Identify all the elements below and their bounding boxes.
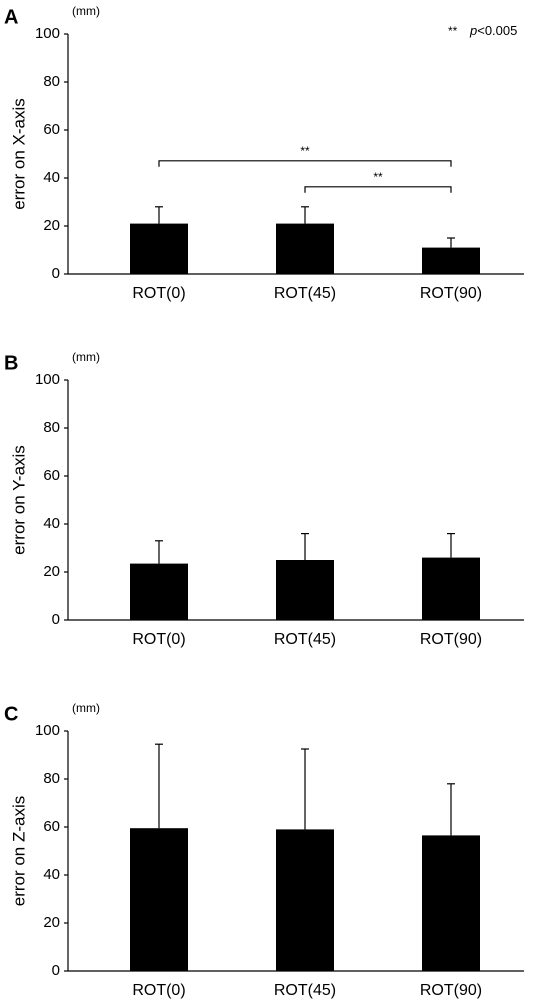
x-tick-label: ROT(90) [420, 631, 482, 648]
y-tick-label: 100 [35, 722, 60, 739]
y-tick-label: 0 [52, 611, 60, 628]
significance-label: ** [373, 170, 383, 184]
significance-bracket [304, 186, 452, 193]
panel-label: B [4, 352, 18, 374]
y-axis-label: error on Y-axis [9, 445, 28, 555]
y-axis-label: error on X-axis [9, 98, 28, 209]
bar [130, 223, 188, 274]
unit-label: (mm) [72, 350, 100, 364]
p-symbol: p [469, 23, 477, 38]
y-tick-label: 0 [52, 962, 60, 979]
y-tick-label: 40 [43, 515, 60, 532]
x-tick-label: ROT(45) [274, 982, 336, 999]
x-tick-label: ROT(90) [420, 982, 482, 999]
x-tick-label: ROT(45) [274, 285, 336, 302]
unit-label: (mm) [72, 4, 100, 18]
y-tick-label: 40 [43, 866, 60, 883]
y-tick-label: 40 [43, 169, 60, 186]
y-tick-label: 20 [43, 914, 60, 931]
significance-label: ** [300, 144, 310, 158]
y-tick-label: 80 [43, 419, 60, 436]
bar [130, 563, 188, 620]
significance-bracket [158, 160, 452, 167]
significance-symbol: ** [448, 24, 458, 38]
y-tick-label: 60 [43, 121, 60, 138]
y-tick-label: 60 [43, 467, 60, 484]
y-tick-label: 100 [35, 371, 60, 388]
bar [422, 835, 480, 971]
bar [276, 560, 334, 620]
bar [422, 247, 480, 274]
y-tick-label: 20 [43, 563, 60, 580]
bar [422, 557, 480, 620]
x-tick-label: ROT(0) [132, 285, 185, 302]
significance-note: p<0.005 [469, 23, 517, 38]
y-axis-label: error on Z-axis [9, 796, 28, 907]
bar [276, 223, 334, 274]
y-tick-label: 80 [43, 770, 60, 787]
y-tick-label: 20 [43, 217, 60, 234]
y-tick-label: 100 [35, 25, 60, 42]
y-tick-label: 0 [52, 265, 60, 282]
panel-label: C [4, 703, 18, 725]
p-threshold: <0.005 [477, 23, 517, 38]
unit-label: (mm) [72, 701, 100, 715]
y-tick-label: 60 [43, 818, 60, 835]
x-tick-label: ROT(45) [274, 631, 336, 648]
bar [276, 829, 334, 971]
x-tick-label: ROT(0) [132, 982, 185, 999]
x-tick-label: ROT(90) [420, 285, 482, 302]
y-tick-label: 80 [43, 73, 60, 90]
bar [130, 828, 188, 971]
x-tick-label: ROT(0) [132, 631, 185, 648]
panel-label: A [4, 6, 18, 28]
